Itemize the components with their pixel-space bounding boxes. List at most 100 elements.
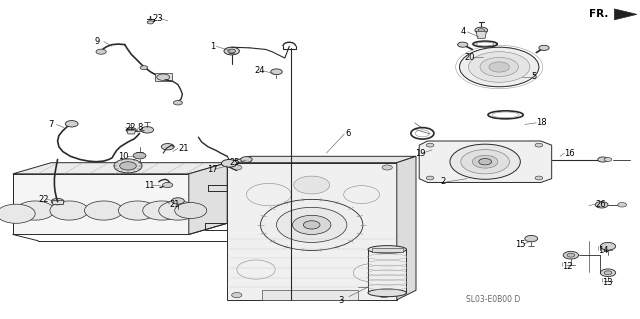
Circle shape [241,157,252,162]
Circle shape [426,176,434,180]
Circle shape [379,293,389,298]
Ellipse shape [368,246,406,253]
Circle shape [147,21,154,24]
Text: 9: 9 [95,37,100,46]
Circle shape [114,159,142,173]
Text: 14: 14 [598,246,609,255]
Circle shape [475,27,488,33]
Circle shape [535,143,543,147]
Circle shape [489,62,509,72]
Text: 7: 7 [48,120,53,129]
Circle shape [133,152,146,159]
Polygon shape [52,200,63,204]
Circle shape [228,49,236,53]
Text: 22: 22 [38,195,49,204]
Text: 21: 21 [178,144,188,153]
Circle shape [450,144,520,179]
Polygon shape [127,130,136,134]
Text: 5: 5 [531,72,536,81]
Polygon shape [13,174,189,234]
Circle shape [141,127,154,133]
Text: 3: 3 [338,296,343,305]
Circle shape [51,198,64,205]
Circle shape [294,176,330,194]
Circle shape [96,49,106,54]
Text: 18: 18 [536,118,547,127]
Polygon shape [227,156,416,163]
Circle shape [118,201,157,220]
Text: 12: 12 [562,262,572,271]
Text: 10: 10 [118,152,129,161]
Text: 26: 26 [595,200,606,209]
Circle shape [163,182,173,188]
Text: 24: 24 [255,66,265,75]
Circle shape [50,201,88,220]
Polygon shape [614,9,637,20]
Circle shape [595,202,608,208]
Polygon shape [372,248,403,252]
Circle shape [224,47,239,55]
Polygon shape [262,290,358,300]
Circle shape [478,29,484,32]
Circle shape [480,57,518,77]
Circle shape [604,158,612,161]
Circle shape [232,293,242,298]
Circle shape [143,201,181,220]
Circle shape [600,269,616,277]
Circle shape [161,144,174,150]
Circle shape [382,165,392,170]
Circle shape [460,47,539,87]
Circle shape [292,215,331,234]
Polygon shape [368,249,406,293]
Text: 21: 21 [170,200,180,209]
Ellipse shape [368,289,406,297]
Polygon shape [13,163,227,174]
Text: 4: 4 [461,27,466,36]
Polygon shape [189,163,227,234]
Circle shape [271,69,282,75]
Circle shape [221,160,237,167]
Circle shape [16,201,54,220]
Circle shape [303,221,320,229]
Text: 22: 22 [125,123,136,132]
Circle shape [525,235,538,242]
Text: 19: 19 [415,149,425,158]
Polygon shape [227,163,397,300]
Circle shape [260,199,363,250]
Circle shape [232,165,242,170]
Circle shape [600,242,616,250]
Circle shape [157,74,170,80]
Text: 2: 2 [440,177,445,186]
Circle shape [276,207,347,242]
Text: 11: 11 [144,181,154,189]
Circle shape [426,143,434,147]
Text: 13: 13 [602,278,612,287]
Polygon shape [476,31,486,38]
Text: 15: 15 [515,240,525,249]
Text: 25: 25 [229,158,239,167]
Circle shape [458,42,468,47]
Circle shape [84,201,123,220]
Circle shape [159,201,197,220]
Circle shape [65,121,78,127]
Polygon shape [155,73,172,81]
Text: FR.: FR. [589,9,608,19]
Circle shape [567,253,575,257]
Text: 17: 17 [207,165,218,174]
Text: 6: 6 [346,130,351,138]
Circle shape [539,45,549,50]
Text: SL03-E0B00 D: SL03-E0B00 D [466,295,520,304]
Circle shape [618,203,627,207]
Circle shape [598,157,608,162]
Circle shape [172,198,184,204]
Circle shape [479,159,492,165]
Text: 23: 23 [152,14,163,23]
Circle shape [472,155,498,168]
Circle shape [120,162,136,170]
Circle shape [535,176,543,180]
Circle shape [468,52,530,82]
Polygon shape [397,156,416,300]
Text: 1: 1 [210,42,215,51]
Circle shape [126,128,136,133]
Polygon shape [419,141,552,182]
